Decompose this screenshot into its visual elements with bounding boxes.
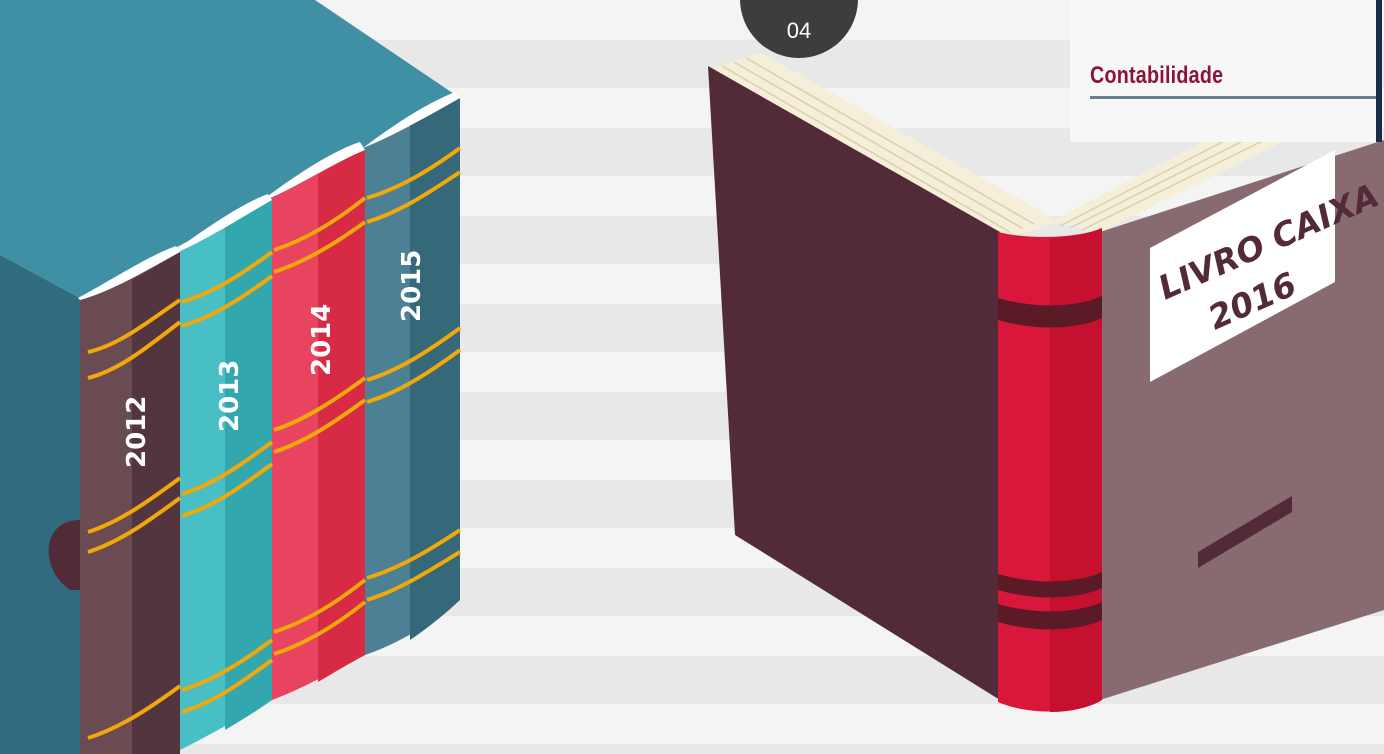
book-2012: [78, 246, 180, 754]
category-underline: [1090, 96, 1380, 99]
book-2014: [268, 142, 365, 700]
book-year-label: 2014: [307, 304, 337, 376]
open-ledger-book: [708, 52, 1384, 712]
category-card: Contabilidade: [1070, 0, 1382, 142]
book-2015: [363, 92, 460, 655]
book-2013: [176, 194, 272, 750]
category-label: Contabilidade: [1090, 62, 1224, 89]
book-year-label: 2012: [122, 396, 152, 468]
gold-bands: [87, 146, 462, 740]
archive-box: [0, 0, 460, 754]
book-year-label: 2013: [215, 360, 245, 432]
category-card-edge: [1376, 0, 1382, 142]
page-number: 04: [786, 18, 812, 43]
book-year-label: 2015: [397, 250, 427, 322]
